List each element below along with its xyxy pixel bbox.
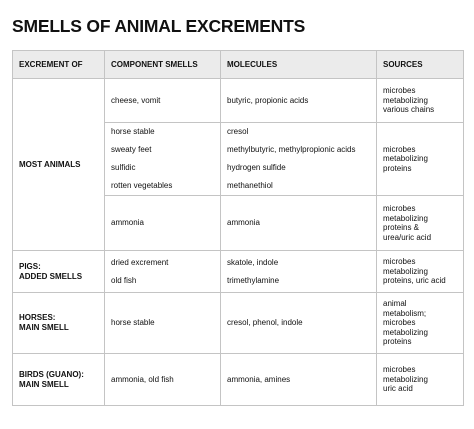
header-cell: MOLECULES [220,50,377,79]
source-line: proteins, uric acid [383,276,446,286]
smell: horse stable [111,318,155,327]
molecules-cell: ammonia [220,195,377,251]
source-line: microbes [383,86,416,96]
sources-cell: animal metabolism; microbes metabolizing pro… [376,292,464,354]
smell: rotten vegetables [111,181,173,190]
source-line: metabolizing [383,154,428,164]
table: EXCREMENT OF COMPONENT SMELLS MOLECULES SOU… [12,50,464,406]
table-row: MOST ANIMALS cheese, vomit butyric, propio… [12,78,464,251]
molecule: cresol [227,127,249,136]
source-line: metabolizing [383,95,428,105]
source-line: metabolizing [383,374,428,384]
smells-cell: ammonia [104,195,221,251]
table-row: BIRDS (GUANO): MAIN SMELL ammonia, old fis… [12,353,464,406]
source-line: microbes [383,365,416,375]
source-line: metabolizing [383,327,428,337]
molecule: skatole, indole [227,257,279,267]
excrement-line: MAIN SMELL [19,323,69,332]
smells-cell: horse stable [104,292,221,354]
molecules-cell: cresol methylbutyric, methylpropionic aci… [220,122,377,196]
molecules-cell: skatole, indole trimethylamine [220,250,377,293]
smells-cell: ammonia, old fish [104,353,221,406]
header-row: EXCREMENT OF COMPONENT SMELLS MOLECULES SOU… [12,50,464,79]
source-line: microbes [383,204,416,213]
smell: horse stable [111,127,155,136]
molecule: ammonia [227,218,260,227]
molecules-cell: cresol, phenol, indole [220,292,377,354]
sources-cell: microbes metabolizing proteins [376,122,464,196]
excrement-cell: HORSES: MAIN SMELL [12,292,105,354]
source-line: microbes [383,257,416,267]
excrement-line: HORSES: [19,313,56,322]
smell: ammonia [111,218,144,227]
sources-cell: microbes metabolizing proteins & urea/uric … [376,195,464,251]
source-line: metabolizing [383,266,428,276]
table-row: HORSES: MAIN SMELL horse stable cresol, phe… [12,292,464,354]
molecule: trimethylamine [227,275,280,285]
excrement-cell: BIRDS (GUANO): MAIN SMELL [12,353,105,406]
excrement-line: PIGS: [19,261,41,271]
smell: ammonia, old fish [111,374,174,384]
source-line: metabolizing [383,213,428,223]
excrement-line: MAIN SMELL [19,379,69,389]
source-line: microbes [383,144,416,154]
source-line: urea/uric acid [383,232,432,242]
excrement-cell: PIGS: ADDED SMELLS [12,250,105,293]
molecule: hydrogen sulfide [227,163,286,172]
title: SMELLS OF ANIMAL EXCREMENTS [12,16,306,36]
molecule: ammonia, amines [227,374,291,384]
smell: sulfidic [111,163,136,172]
source-line: proteins & [383,223,420,232]
smell: dried excrement [111,257,169,267]
source-line: proteins [383,163,412,173]
molecules-cell: ammonia, amines [220,353,377,406]
table-row: ammonia ammonia microbes metabolizing protei… [13,195,464,251]
molecules-cell: butyric, propionic acids [220,78,377,123]
table-body: MOST ANIMALS cheese, vomit butyric, propio… [12,78,464,406]
smell: cheese, vomit [111,95,161,105]
smells-cell: dried excrement old fish [104,250,221,293]
sources-cell: microbes metabolizing various chains [376,78,464,123]
molecule: cresol, phenol, indole [227,318,303,327]
header-cell: SOURCES [376,50,464,79]
header-cell: COMPONENT SMELLS [104,50,221,79]
sources-cell: microbes metabolizing proteins, uric acid [376,250,464,293]
table-row: PIGS: ADDED SMELLS dried excrement old fish… [12,250,464,293]
molecule: butyric, propionic acids [227,95,309,105]
excrement-line: MOST ANIMALS [19,159,81,169]
source-line: various chains [383,105,435,115]
molecule: methylbutyric, methylpropionic acids [227,145,356,154]
source-line: uric acid [383,384,413,394]
smells-cell: cheese, vomit [104,78,221,123]
source-line: animal [383,299,407,309]
source-line: microbes [383,318,416,328]
sources-cell: microbes metabolizing uric acid [376,353,464,406]
excrement-line: ADDED SMELLS [19,271,83,281]
molecule: methanethiol [227,181,273,190]
header-cell: EXCREMENT OF [12,50,105,79]
excrement-cell: MOST ANIMALS [12,78,105,251]
excrement-line: BIRDS (GUANO): [19,369,84,379]
smells-cell: horse stable sweaty feet sulfidic rotten ve… [104,122,221,196]
source-line: proteins [383,337,412,347]
smell: sweaty feet [111,145,152,154]
smell: old fish [111,275,137,285]
source-line: metabolism; [383,308,427,318]
table-row: horse stable sweaty feet sulfidic rotten ve… [13,122,464,196]
